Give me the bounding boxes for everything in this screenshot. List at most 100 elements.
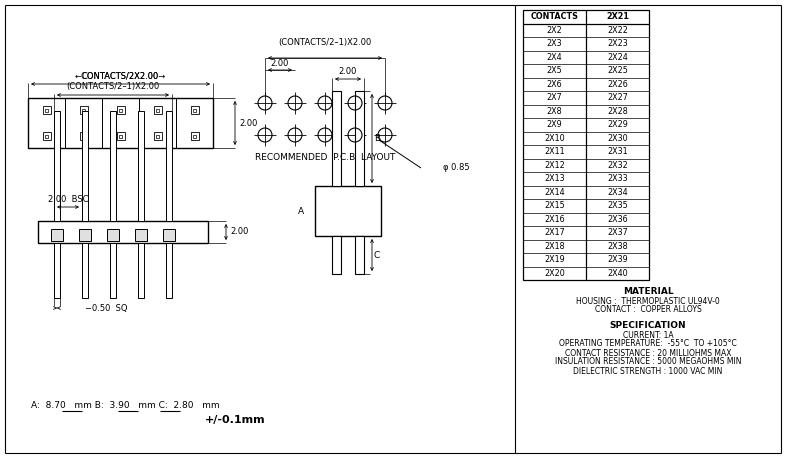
Bar — [119, 109, 122, 111]
Text: 2X5: 2X5 — [546, 66, 562, 75]
Bar — [79, 132, 87, 140]
Bar — [163, 229, 175, 241]
Bar — [38, 221, 208, 243]
Text: DIELECTRIC STRENGTH : 1000 VAC MIN: DIELECTRIC STRENGTH : 1000 VAC MIN — [573, 366, 722, 376]
Bar — [153, 132, 161, 140]
Text: 2X34: 2X34 — [608, 188, 628, 197]
Text: 2X29: 2X29 — [607, 120, 628, 129]
Text: 2.00: 2.00 — [240, 119, 258, 127]
Text: (CONTACTS/2–1)X2.00: (CONTACTS/2–1)X2.00 — [278, 38, 372, 48]
Bar — [166, 243, 172, 298]
Text: CONTACT RESISTANCE : 20 MILLIOHMS MAX: CONTACT RESISTANCE : 20 MILLIOHMS MAX — [565, 349, 731, 358]
Text: A:  8.70   mm B:  3.90   mm C:  2.80   mm: A: 8.70 mm B: 3.90 mm C: 2.80 mm — [31, 402, 219, 410]
Text: 2X8: 2X8 — [547, 107, 562, 116]
Bar — [82, 109, 85, 111]
Text: 2X14: 2X14 — [544, 188, 565, 197]
Text: CURRENT: 1A: CURRENT: 1A — [623, 331, 674, 339]
Text: HOUSING :  THERMOPLASTIC UL94V-0: HOUSING : THERMOPLASTIC UL94V-0 — [576, 296, 720, 305]
Text: SPECIFICATION: SPECIFICATION — [610, 322, 686, 331]
Text: 2X35: 2X35 — [607, 201, 628, 210]
Text: RECOMMENDED  P.C.B  LAYOUT: RECOMMENDED P.C.B LAYOUT — [255, 153, 395, 163]
Text: 2X21: 2X21 — [606, 12, 629, 21]
Bar — [156, 109, 159, 111]
Text: 2X25: 2X25 — [607, 66, 628, 75]
Bar — [156, 135, 159, 137]
Text: −0.50  SQ: −0.50 SQ — [85, 304, 127, 312]
Text: 2X15: 2X15 — [544, 201, 565, 210]
Text: 2X22: 2X22 — [607, 26, 628, 35]
Bar — [355, 91, 364, 186]
Text: +/-0.1mm: +/-0.1mm — [204, 415, 266, 425]
Bar — [138, 111, 144, 221]
Text: ←CONTACTS/2X2.00→: ←CONTACTS/2X2.00→ — [75, 71, 166, 81]
Bar — [54, 111, 60, 221]
Bar — [54, 243, 60, 298]
Text: 2X39: 2X39 — [607, 255, 628, 264]
Bar — [135, 229, 147, 241]
Bar — [28, 98, 213, 148]
Bar — [82, 243, 88, 298]
Text: 2X20: 2X20 — [544, 269, 565, 278]
Text: 2X33: 2X33 — [608, 174, 628, 183]
Text: 2X32: 2X32 — [607, 161, 628, 170]
Text: 2.00  BSC: 2.00 BSC — [48, 196, 88, 205]
Text: 2.00: 2.00 — [231, 228, 249, 236]
Bar — [116, 132, 124, 140]
Bar — [119, 135, 122, 137]
Bar — [42, 106, 50, 114]
Bar — [116, 106, 124, 114]
Text: 2X17: 2X17 — [544, 228, 565, 237]
Bar — [110, 243, 116, 298]
Bar — [332, 91, 341, 186]
Text: 2X2: 2X2 — [546, 26, 562, 35]
Bar — [110, 111, 116, 221]
Bar — [355, 236, 364, 274]
Bar — [193, 135, 196, 137]
Text: CONTACTS: CONTACTS — [531, 12, 578, 21]
Text: 2X38: 2X38 — [608, 242, 628, 251]
Bar — [45, 135, 48, 137]
Text: 2X16: 2X16 — [544, 215, 565, 224]
Text: 2.00: 2.00 — [339, 67, 357, 76]
Bar — [332, 236, 341, 274]
Bar — [107, 229, 119, 241]
Text: 2.00: 2.00 — [271, 60, 289, 69]
Text: 2X36: 2X36 — [608, 215, 628, 224]
Bar — [523, 10, 649, 280]
Bar — [45, 109, 48, 111]
Text: 2X26: 2X26 — [607, 80, 628, 89]
Text: CONTACT :  COPPER ALLOYS: CONTACT : COPPER ALLOYS — [595, 305, 701, 315]
Text: 2X13: 2X13 — [544, 174, 565, 183]
Bar — [82, 111, 88, 221]
Text: OPERATING TEMPERATURE:  -55°C  TO +105°C: OPERATING TEMPERATURE: -55°C TO +105°C — [559, 339, 737, 349]
Text: A: A — [298, 207, 304, 216]
Bar — [82, 135, 85, 137]
Text: (CONTACTS/2–1)X2.00: (CONTACTS/2–1)X2.00 — [66, 82, 160, 92]
Text: INSULATION RESISTANCE : 5000 MEGAOHMS MIN: INSULATION RESISTANCE : 5000 MEGAOHMS MI… — [555, 358, 741, 366]
Text: 2X12: 2X12 — [544, 161, 565, 170]
Bar — [193, 109, 196, 111]
Text: 2X4: 2X4 — [547, 53, 562, 62]
Text: 2X19: 2X19 — [544, 255, 565, 264]
Text: 2X6: 2X6 — [547, 80, 562, 89]
Bar — [190, 106, 199, 114]
Text: 2X11: 2X11 — [544, 147, 565, 156]
Text: 2X10: 2X10 — [544, 134, 565, 143]
Text: 2X31: 2X31 — [608, 147, 628, 156]
Text: C: C — [374, 251, 380, 260]
Text: 2X24: 2X24 — [607, 53, 628, 62]
Text: 2X28: 2X28 — [607, 107, 628, 116]
Bar — [166, 111, 172, 221]
Text: 2X37: 2X37 — [607, 228, 628, 237]
Bar — [42, 132, 50, 140]
Text: B: B — [374, 134, 380, 143]
Bar — [315, 186, 381, 236]
Text: 2X18: 2X18 — [544, 242, 565, 251]
Bar — [79, 229, 91, 241]
Text: CONTACTS/2X2.00: CONTACTS/2X2.00 — [82, 71, 159, 81]
Bar — [138, 243, 144, 298]
Text: MATERIAL: MATERIAL — [623, 288, 674, 296]
Text: 2X30: 2X30 — [608, 134, 628, 143]
Bar — [51, 229, 63, 241]
Text: 2X9: 2X9 — [546, 120, 562, 129]
